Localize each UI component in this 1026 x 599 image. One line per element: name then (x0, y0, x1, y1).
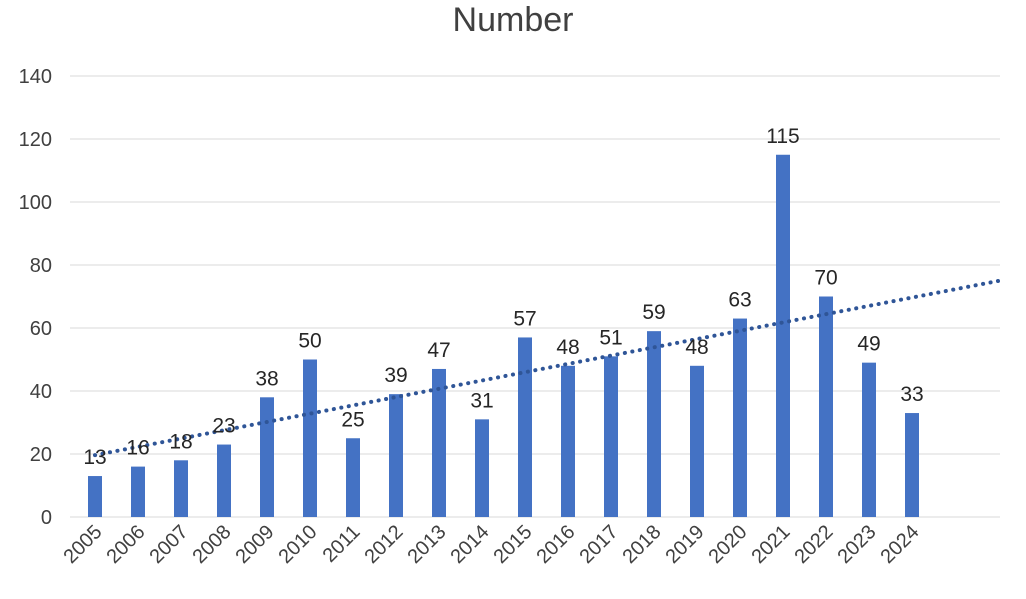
data-label: 23 (212, 415, 235, 438)
bar (518, 337, 532, 517)
data-label: 48 (556, 336, 579, 359)
x-tick-label: 2014 (447, 521, 494, 568)
data-label: 48 (685, 336, 708, 359)
x-tick-label: 2010 (275, 521, 322, 568)
trendline (93, 278, 1000, 458)
data-label: 33 (900, 383, 923, 406)
x-tick-label: 2018 (619, 521, 666, 568)
y-tick-label: 20 (30, 444, 52, 466)
data-label: 13 (83, 446, 106, 469)
x-tick-label: 2015 (490, 521, 537, 568)
x-tick-label: 2013 (404, 521, 451, 568)
data-label: 59 (642, 301, 665, 324)
bar (174, 460, 188, 517)
data-label: 18 (169, 430, 192, 453)
bar (131, 466, 145, 517)
bar (432, 368, 446, 517)
x-tick-label: 2012 (361, 521, 408, 568)
bar (604, 356, 618, 517)
chart-title: Number (452, 1, 574, 39)
data-label: 31 (470, 389, 493, 412)
data-label: 70 (814, 267, 837, 290)
x-tick-label: 2023 (834, 521, 881, 568)
x-tick-label: 2020 (705, 521, 752, 568)
data-label: 47 (427, 339, 450, 362)
bar (776, 154, 790, 517)
x-tick-label: 2006 (103, 521, 150, 568)
bar (260, 397, 274, 517)
data-label: 57 (513, 307, 536, 330)
bar (647, 331, 661, 517)
bar (690, 365, 704, 517)
data-label: 50 (298, 330, 321, 353)
y-tick-label: 80 (30, 255, 52, 277)
bar (346, 438, 360, 517)
x-tick-label: 2019 (662, 521, 709, 568)
x-tick-label: 2017 (576, 521, 623, 568)
bar (88, 476, 102, 517)
bar (819, 296, 833, 517)
bar (733, 318, 747, 517)
y-tick-label: 120 (19, 129, 52, 151)
data-label: 49 (857, 333, 880, 356)
y-tick-label: 100 (19, 192, 52, 214)
x-tick-label: 2005 (60, 521, 107, 568)
x-tick-label: 2011 (319, 521, 365, 567)
x-tick-label: 2021 (748, 521, 795, 568)
bar (389, 394, 403, 517)
y-tick-label: 140 (19, 66, 52, 88)
y-tick-label: 0 (41, 507, 52, 529)
data-label: 25 (341, 408, 364, 431)
data-label: 39 (384, 364, 407, 387)
bar (561, 365, 575, 517)
bar (303, 359, 317, 517)
x-tick-label: 2016 (533, 521, 580, 568)
x-tick-label: 2009 (232, 521, 279, 568)
x-tick-label: 2007 (146, 521, 193, 568)
y-tick-label: 60 (30, 318, 52, 340)
x-tick-label: 2022 (791, 521, 838, 568)
data-label: 115 (766, 125, 799, 148)
bar (475, 419, 489, 517)
data-label: 63 (728, 289, 751, 312)
bar (217, 444, 231, 517)
data-label: 16 (126, 437, 149, 460)
data-label: 38 (255, 367, 278, 390)
x-tick-label: 2024 (877, 521, 924, 568)
x-tick-label: 2008 (189, 521, 236, 568)
bar (862, 362, 876, 517)
y-tick-label: 40 (30, 381, 52, 403)
bar (905, 413, 919, 517)
data-label: 51 (599, 326, 622, 349)
